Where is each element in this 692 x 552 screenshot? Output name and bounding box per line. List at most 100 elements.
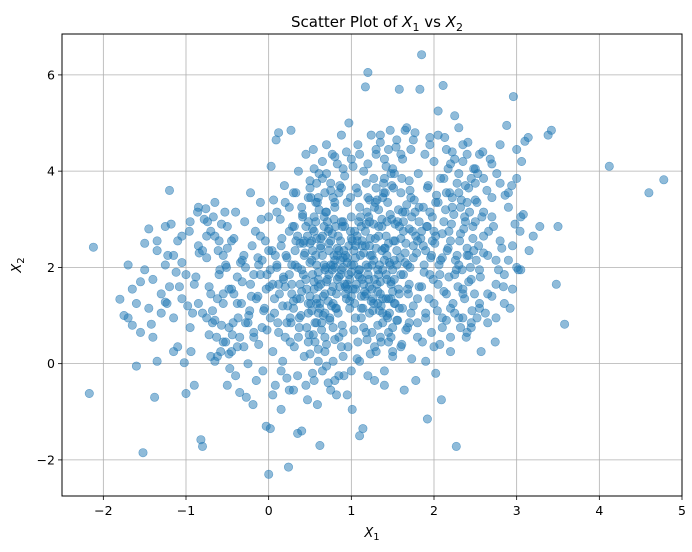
data-point [287, 289, 297, 299]
data-point [293, 166, 303, 176]
data-point [183, 301, 193, 311]
data-point [177, 258, 187, 268]
data-point [191, 272, 201, 282]
data-point [309, 375, 319, 385]
data-point [299, 250, 309, 260]
data-point [455, 202, 465, 212]
data-point [346, 234, 356, 244]
data-point [374, 270, 384, 280]
data-point [303, 193, 313, 203]
data-point [336, 236, 346, 246]
data-point [287, 260, 297, 270]
data-point [295, 279, 305, 289]
data-point [208, 318, 218, 328]
x-tick-label: 2 [430, 503, 438, 518]
data-point [320, 289, 330, 299]
data-point [499, 298, 509, 308]
data-point [272, 207, 282, 217]
data-point [235, 332, 245, 342]
data-point [369, 202, 379, 212]
data-point [274, 128, 284, 138]
data-point [450, 111, 460, 121]
data-point [451, 441, 461, 451]
data-point [479, 231, 489, 241]
data-point [353, 188, 363, 198]
data-point [315, 440, 325, 450]
data-point [429, 226, 439, 236]
data-point [288, 188, 298, 198]
data-point [165, 282, 175, 292]
data-point [222, 243, 232, 253]
data-point [364, 217, 374, 227]
data-point [383, 294, 393, 304]
data-point [160, 222, 170, 232]
data-point [465, 262, 475, 272]
data-point [285, 337, 295, 347]
data-point [321, 207, 331, 217]
data-point [375, 289, 385, 299]
x-tick-label: 3 [513, 503, 521, 518]
data-point [551, 279, 561, 289]
data-point [472, 197, 482, 207]
data-point [454, 260, 464, 270]
data-point [201, 204, 211, 214]
data-point [363, 262, 373, 272]
data-point [249, 332, 259, 342]
data-point [320, 308, 330, 318]
data-point [284, 385, 294, 395]
data-point [388, 323, 398, 333]
data-point [429, 157, 439, 167]
data-point [156, 289, 166, 299]
data-point [331, 303, 341, 313]
data-point [386, 332, 396, 342]
data-point [353, 140, 363, 150]
data-point [374, 231, 384, 241]
data-point [241, 392, 251, 402]
x-axis: −2 −1 0 1 2 3 4 5 [94, 496, 686, 518]
data-point [144, 224, 154, 234]
data-point [479, 207, 489, 217]
data-point [388, 286, 398, 296]
data-point [152, 356, 162, 366]
data-point [326, 236, 336, 246]
data-point [411, 375, 421, 385]
data-point [248, 400, 258, 410]
data-point [231, 207, 241, 217]
data-point [152, 236, 162, 246]
data-point [488, 222, 498, 232]
data-point [189, 380, 199, 390]
data-point [283, 462, 293, 472]
data-point [491, 313, 501, 323]
data-point [323, 226, 333, 236]
data-point [218, 298, 228, 308]
data-point [202, 313, 212, 323]
data-point [378, 318, 388, 328]
data-point [439, 217, 449, 227]
data-point [445, 236, 455, 246]
data-point [483, 289, 493, 299]
data-point [245, 306, 255, 316]
data-point [371, 183, 381, 193]
data-point [324, 246, 334, 256]
y-tick-label: 4 [47, 164, 55, 179]
data-point [312, 260, 322, 270]
data-point [309, 164, 319, 174]
data-point [204, 330, 214, 340]
data-point [378, 308, 388, 318]
data-point [138, 448, 148, 458]
data-point [320, 332, 330, 342]
data-point [188, 308, 198, 318]
data-point [347, 404, 357, 414]
data-point [425, 140, 435, 150]
plot-area [61, 33, 683, 497]
data-point [256, 214, 266, 224]
data-point [181, 388, 191, 398]
data-point [186, 347, 196, 357]
data-points [84, 50, 669, 479]
data-point [268, 347, 278, 357]
data-point [303, 308, 313, 318]
data-point [492, 169, 502, 179]
data-point [417, 282, 427, 292]
data-point [136, 327, 146, 337]
axes-frame [61, 33, 683, 497]
